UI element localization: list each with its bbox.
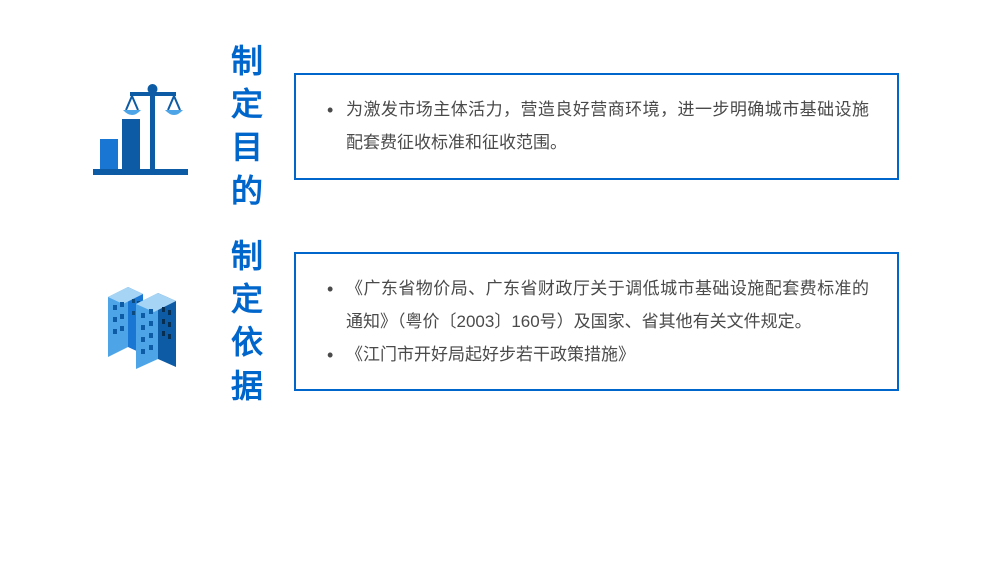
- section-basis: 制定依据 《广东省物价局、广东省财政厅关于调低城市基础设施配套费标准的通知》（粤…: [80, 235, 960, 408]
- basis-item: 《广东省物价局、广东省财政厅关于调低城市基础设施配套费标准的通知》（粤价〔200…: [324, 272, 869, 338]
- purpose-content-box: 为激发市场主体活力，营造良好营商环境，进一步明确城市基础设施配套费征收标准和征收…: [294, 73, 899, 179]
- scales-chart-icon: [88, 74, 193, 179]
- basis-title: 制定依据: [230, 235, 264, 408]
- basis-content-box: 《广东省物价局、广东省财政厅关于调低城市基础设施配套费标准的通知》（粤价〔200…: [294, 252, 899, 391]
- purpose-icon-container: [80, 74, 200, 179]
- basis-list: 《广东省物价局、广东省财政厅关于调低城市基础设施配套费标准的通知》（粤价〔200…: [324, 272, 869, 371]
- purpose-item: 为激发市场主体活力，营造良好营商环境，进一步明确城市基础设施配套费征收标准和征收…: [324, 93, 869, 159]
- section-purpose: 制定目的 为激发市场主体活力，营造良好营商环境，进一步明确城市基础设施配套费征收…: [80, 40, 960, 213]
- basis-item: 《江门市开好局起好步若干政策措施》: [324, 338, 869, 371]
- buildings-icon: [88, 269, 193, 374]
- purpose-title: 制定目的: [230, 40, 264, 213]
- basis-icon-container: [80, 269, 200, 374]
- purpose-list: 为激发市场主体活力，营造良好营商环境，进一步明确城市基础设施配套费征收标准和征收…: [324, 93, 869, 159]
